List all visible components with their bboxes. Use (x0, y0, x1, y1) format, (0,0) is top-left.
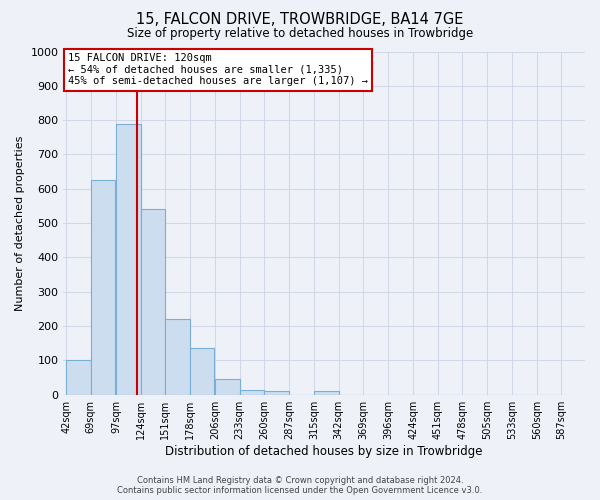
Bar (66, 360, 91, 394)
Bar (165, 319, 190, 394)
Bar (240, 390, 264, 394)
Bar (140, 210, 165, 394)
Text: 15 FALCON DRIVE: 120sqm
← 54% of detached houses are smaller (1,335)
45% of semi: 15 FALCON DRIVE: 120sqm ← 54% of detache… (68, 53, 368, 86)
Bar (91, 180, 115, 394)
Bar (264, 392, 289, 394)
Y-axis label: Number of detached properties: Number of detached properties (15, 136, 25, 311)
Bar (215, 380, 240, 394)
Text: Size of property relative to detached houses in Trowbridge: Size of property relative to detached ho… (127, 28, 473, 40)
Bar (190, 348, 214, 395)
Bar (314, 392, 339, 394)
Text: Contains HM Land Registry data © Crown copyright and database right 2024.
Contai: Contains HM Land Registry data © Crown c… (118, 476, 482, 495)
Text: 15, FALCON DRIVE, TROWBRIDGE, BA14 7GE: 15, FALCON DRIVE, TROWBRIDGE, BA14 7GE (136, 12, 464, 28)
X-axis label: Distribution of detached houses by size in Trowbridge: Distribution of detached houses by size … (166, 444, 483, 458)
Bar (116, 124, 140, 394)
